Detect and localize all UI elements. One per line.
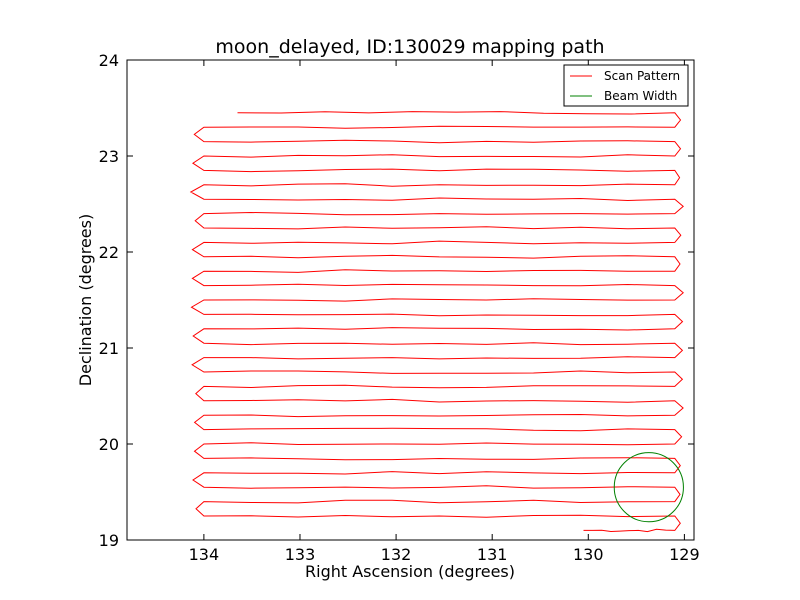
legend: Scan Pattern Beam Width	[563, 64, 689, 107]
chart-title: moon_delayed, ID:130029 mapping path	[215, 36, 604, 58]
axis-ticks: 134 133 132 131 130 129 19 20 21 22 23 24	[99, 51, 700, 564]
legend-label-beam-width: Beam Width	[604, 89, 677, 103]
y-tick-label: 22	[99, 243, 119, 262]
x-axis-label: Right Ascension (degrees)	[305, 562, 515, 581]
x-tick-label: 133	[285, 545, 316, 564]
plot-frame	[126, 59, 695, 541]
beam-width-circle	[613, 452, 684, 523]
y-tick-label: 20	[99, 435, 119, 454]
y-tick-label: 23	[99, 147, 119, 166]
legend-label-scan-pattern: Scan Pattern	[604, 69, 680, 83]
data-marks	[189, 111, 684, 533]
x-tick-label: 130	[573, 545, 604, 564]
y-axis-label: Declination (degrees)	[76, 214, 95, 386]
scan-pattern-path	[189, 111, 684, 533]
legend-box	[563, 64, 689, 107]
plot-area: 134 133 132 131 130 129 19 20 21 22 23 24	[99, 51, 700, 564]
y-tick-label: 19	[99, 531, 119, 550]
x-tick-label: 129	[669, 545, 700, 564]
y-tick-label: 21	[99, 339, 119, 358]
x-tick-label: 134	[189, 545, 220, 564]
y-tick-label: 24	[99, 51, 119, 70]
x-tick-label: 131	[477, 545, 508, 564]
x-tick-label: 132	[381, 545, 412, 564]
